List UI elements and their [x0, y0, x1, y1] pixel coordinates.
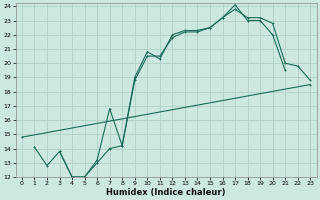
X-axis label: Humidex (Indice chaleur): Humidex (Indice chaleur): [106, 188, 226, 197]
